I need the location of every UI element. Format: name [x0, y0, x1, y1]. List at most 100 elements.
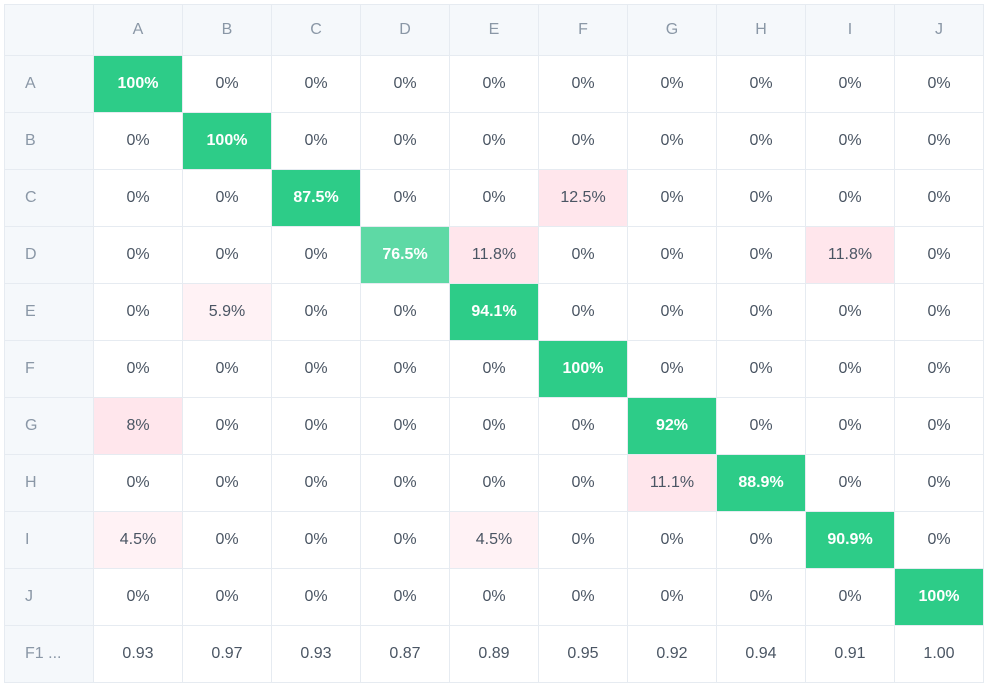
column-header-i: I — [805, 4, 895, 56]
matrix-cell: 0% — [894, 340, 984, 398]
matrix-cell: 0% — [449, 169, 539, 227]
column-header-g: G — [627, 4, 717, 56]
matrix-cell: 0% — [894, 226, 984, 284]
matrix-cell: 0% — [182, 55, 272, 113]
matrix-cell: 0% — [894, 511, 984, 569]
matrix-cell: 0% — [93, 226, 183, 284]
corner-cell — [4, 4, 94, 56]
row-header-g: G — [4, 397, 94, 455]
matrix-cell: 0% — [538, 226, 628, 284]
column-header-j: J — [894, 4, 984, 56]
matrix-cell: 100% — [93, 55, 183, 113]
row-header-b: B — [4, 112, 94, 170]
matrix-cell: 0% — [271, 511, 361, 569]
matrix-cell: 0% — [182, 340, 272, 398]
column-header-e: E — [449, 4, 539, 56]
f1-score-cell: 0.93 — [271, 625, 361, 683]
matrix-cell: 0% — [93, 568, 183, 626]
matrix-cell: 0% — [716, 55, 806, 113]
matrix-cell: 100% — [182, 112, 272, 170]
matrix-cell: 0% — [182, 397, 272, 455]
matrix-cell: 5.9% — [182, 283, 272, 341]
matrix-row-h: H 0% 0% 0% 0% 0% 0% 11.1% 88.9% 0% 0% — [4, 454, 984, 512]
column-header-c: C — [271, 4, 361, 56]
matrix-cell: 0% — [182, 226, 272, 284]
matrix-row-j: J 0% 0% 0% 0% 0% 0% 0% 0% 0% 100% — [4, 568, 984, 626]
matrix-cell: 4.5% — [93, 511, 183, 569]
row-header-c: C — [4, 169, 94, 227]
matrix-cell: 100% — [538, 340, 628, 398]
matrix-row-d: D 0% 0% 0% 76.5% 11.8% 0% 0% 0% 11.8% 0% — [4, 226, 984, 284]
f1-score-cell: 0.94 — [716, 625, 806, 683]
matrix-cell: 0% — [805, 454, 895, 512]
matrix-cell: 0% — [449, 397, 539, 455]
matrix-cell: 0% — [360, 112, 450, 170]
f1-score-cell: 0.93 — [93, 625, 183, 683]
matrix-cell: 0% — [716, 397, 806, 455]
matrix-cell: 0% — [805, 397, 895, 455]
matrix-cell: 8% — [93, 397, 183, 455]
matrix-cell: 0% — [716, 169, 806, 227]
matrix-cell: 0% — [538, 112, 628, 170]
matrix-cell: 0% — [716, 568, 806, 626]
matrix-cell: 0% — [449, 340, 539, 398]
matrix-cell: 0% — [93, 340, 183, 398]
matrix-cell: 0% — [93, 112, 183, 170]
matrix-cell: 0% — [271, 397, 361, 455]
f1-score-cell: 0.97 — [182, 625, 272, 683]
f1-score-label: F1 ... — [4, 625, 94, 683]
matrix-cell: 0% — [805, 55, 895, 113]
matrix-cell: 0% — [627, 568, 717, 626]
matrix-cell: 0% — [360, 169, 450, 227]
row-header-j: J — [4, 568, 94, 626]
matrix-cell: 0% — [538, 283, 628, 341]
row-header-i: I — [4, 511, 94, 569]
matrix-row-a: A 100% 0% 0% 0% 0% 0% 0% 0% 0% 0% — [4, 55, 984, 113]
matrix-cell: 0% — [894, 397, 984, 455]
f1-score-cell: 0.89 — [449, 625, 539, 683]
matrix-cell: 0% — [805, 112, 895, 170]
matrix-cell: 0% — [449, 55, 539, 113]
matrix-cell: 0% — [627, 112, 717, 170]
matrix-cell: 0% — [716, 112, 806, 170]
matrix-cell: 0% — [805, 169, 895, 227]
matrix-cell: 0% — [894, 454, 984, 512]
matrix-cell: 11.1% — [627, 454, 717, 512]
matrix-cell: 0% — [360, 283, 450, 341]
row-header-f: F — [4, 340, 94, 398]
matrix-cell: 0% — [894, 283, 984, 341]
matrix-cell: 12.5% — [538, 169, 628, 227]
matrix-cell: 0% — [716, 511, 806, 569]
matrix-cell: 0% — [93, 454, 183, 512]
matrix-cell: 0% — [360, 397, 450, 455]
matrix-cell: 0% — [360, 340, 450, 398]
row-header-e: E — [4, 283, 94, 341]
matrix-cell: 0% — [627, 511, 717, 569]
matrix-cell: 0% — [93, 169, 183, 227]
matrix-cell: 0% — [627, 226, 717, 284]
matrix-row-f: F 0% 0% 0% 0% 0% 100% 0% 0% 0% 0% — [4, 340, 984, 398]
matrix-cell: 0% — [449, 568, 539, 626]
matrix-cell: 0% — [271, 283, 361, 341]
matrix-cell: 0% — [93, 283, 183, 341]
row-header-h: H — [4, 454, 94, 512]
matrix-cell: 0% — [182, 169, 272, 227]
f1-score-cell: 0.87 — [360, 625, 450, 683]
matrix-cell: 0% — [894, 55, 984, 113]
matrix-cell: 94.1% — [449, 283, 539, 341]
matrix-cell: 0% — [627, 169, 717, 227]
matrix-cell: 0% — [449, 454, 539, 512]
matrix-row-c: C 0% 0% 87.5% 0% 0% 12.5% 0% 0% 0% 0% — [4, 169, 984, 227]
matrix-row-i: I 4.5% 0% 0% 0% 4.5% 0% 0% 0% 90.9% 0% — [4, 511, 984, 569]
matrix-cell: 0% — [538, 568, 628, 626]
matrix-cell: 0% — [360, 454, 450, 512]
matrix-cell: 0% — [538, 55, 628, 113]
matrix-cell: 92% — [627, 397, 717, 455]
matrix-cell: 0% — [182, 511, 272, 569]
matrix-row-b: B 0% 100% 0% 0% 0% 0% 0% 0% 0% 0% — [4, 112, 984, 170]
column-header-a: A — [93, 4, 183, 56]
matrix-cell: 0% — [271, 568, 361, 626]
f1-score-cell: 1.00 — [894, 625, 984, 683]
